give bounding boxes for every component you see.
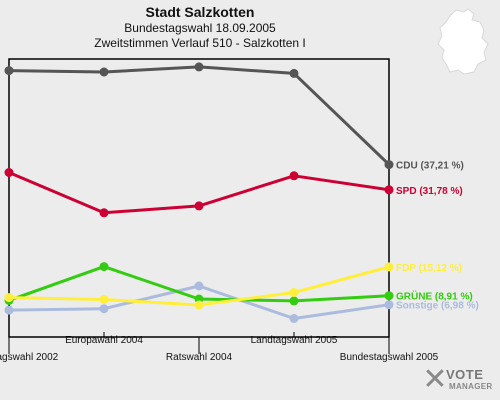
plot-frame	[8, 58, 390, 338]
data-point-spd	[289, 171, 299, 181]
data-point-gruene	[289, 296, 299, 306]
x-tick-label: Landtagswahl 2005	[251, 335, 338, 346]
logo-text-vote: VOTE	[446, 367, 484, 382]
data-point-cdu	[194, 62, 204, 72]
chart-subtitle-date: Bundestagswahl 18.09.2005	[124, 21, 276, 35]
x-tick-label: Bundestagswahl 2002	[0, 352, 59, 363]
x-mark-icon: ✕	[422, 363, 448, 396]
data-point-sonstige	[384, 300, 394, 310]
data-point-gruene	[384, 291, 394, 301]
data-point-sonstige	[194, 281, 204, 291]
data-point-spd	[99, 208, 109, 218]
data-point-spd	[384, 185, 394, 195]
data-point-fdp	[4, 293, 14, 303]
chart-subtitle-district: Zweitstimmen Verlauf 510 - Salzkotten I	[94, 36, 306, 50]
data-point-spd	[4, 168, 14, 177]
series-end-label-cdu: CDU (37,21 %)	[396, 161, 464, 172]
series-end-label-fdp: FDP (15,12 %)	[396, 263, 462, 274]
data-point-sonstige	[99, 304, 109, 314]
data-point-fdp	[194, 300, 204, 310]
data-point-cdu	[289, 68, 299, 78]
x-tick-label: Bundestagswahl 2005	[340, 352, 439, 363]
data-point-cdu	[384, 160, 394, 170]
chart-title: Stadt Salzkotten	[145, 4, 255, 20]
data-point-fdp	[384, 262, 394, 272]
data-point-cdu	[99, 67, 109, 77]
data-point-gruene	[99, 262, 109, 272]
series-end-label-gruene: GRÜNE (8,91 %)	[396, 290, 473, 303]
vote-manager-logo: ✕ VOTE MANAGER	[422, 363, 494, 396]
data-point-fdp	[289, 288, 299, 297]
x-tick-label: Ratswahl 2004	[166, 352, 233, 363]
data-point-sonstige	[4, 305, 14, 315]
data-point-fdp	[99, 295, 109, 304]
data-point-spd	[194, 201, 204, 211]
series-end-label-spd: SPD (31,78 %)	[396, 186, 463, 197]
data-point-sonstige	[289, 314, 299, 323]
logo-text-manager: MANAGER	[449, 382, 493, 391]
series-end-label-sonstige: Sonstige (6,98 %)	[396, 301, 479, 312]
series-line-cdu	[8, 65, 391, 166]
x-tick-label: Europawahl 2004	[65, 335, 143, 346]
germany-map-icon	[437, 8, 489, 75]
data-point-cdu	[4, 66, 14, 76]
chart-header: Stadt Salzkotten Bundestagswahl 18.09.20…	[0, 4, 400, 51]
